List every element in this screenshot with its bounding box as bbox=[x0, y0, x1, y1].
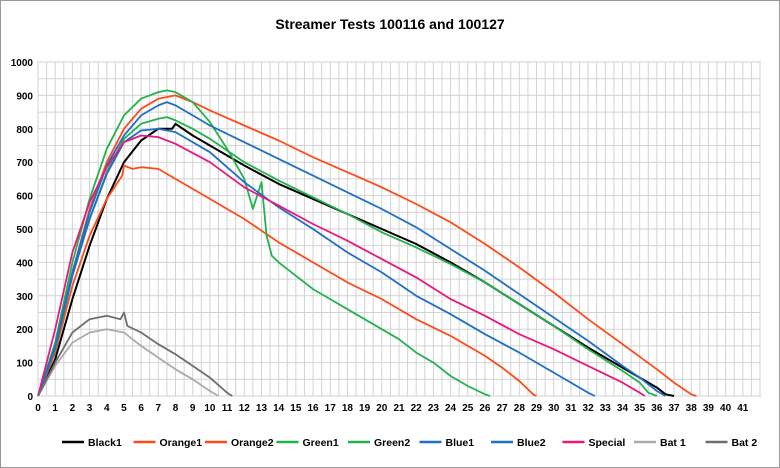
y-tick-label: 400 bbox=[16, 258, 33, 269]
x-tick-label: 6 bbox=[138, 403, 144, 414]
x-tick-label: 2 bbox=[70, 403, 76, 414]
x-tick-label: 5 bbox=[121, 403, 127, 414]
series-line-blue1 bbox=[37, 101, 666, 397]
x-tick-label: 19 bbox=[359, 403, 371, 414]
x-tick-label: 22 bbox=[411, 403, 423, 414]
x-tick-label: 28 bbox=[514, 403, 526, 414]
chart-title: Streamer Tests 100116 and 100127 bbox=[275, 16, 505, 32]
y-tick-label: 1000 bbox=[11, 58, 34, 69]
x-tick-label: 38 bbox=[686, 403, 698, 414]
series-line-black1 bbox=[37, 122, 675, 397]
x-tick-label: 40 bbox=[720, 403, 732, 414]
x-tick-label: 17 bbox=[325, 403, 337, 414]
x-tick-label: 10 bbox=[204, 403, 216, 414]
x-tick-label: 21 bbox=[393, 403, 405, 414]
x-tick-label: 13 bbox=[256, 403, 268, 414]
series-line-blue2 bbox=[37, 127, 596, 397]
series-line-bat-2 bbox=[37, 311, 233, 397]
x-tick-label: 23 bbox=[428, 403, 440, 414]
grid-lines bbox=[37, 61, 761, 397]
series-line-orange1 bbox=[37, 94, 697, 397]
x-tick-label: 14 bbox=[273, 403, 285, 414]
x-axis-ticks: 0 1 2 3 4 5 6 7 8 9 10 11 12 13 14 15 16 17 18 19 20 21 22 23 24… bbox=[35, 403, 749, 414]
x-tick-label: 15 bbox=[290, 403, 302, 414]
y-axis-ticks: 0 100 200 300 400 500 600 700 800 900 1000 bbox=[11, 58, 34, 403]
y-tick-label: 700 bbox=[16, 158, 33, 169]
series-lines bbox=[37, 89, 697, 397]
y-tick-label: 600 bbox=[16, 192, 33, 203]
x-tick-label: 36 bbox=[651, 403, 663, 414]
y-tick-label: 900 bbox=[16, 91, 33, 102]
x-tick-label: 39 bbox=[703, 403, 715, 414]
x-tick-label: 35 bbox=[634, 403, 646, 414]
legend-label-green2: Green2 bbox=[374, 437, 410, 449]
x-tick-label: 32 bbox=[583, 403, 595, 414]
x-tick-label: 11 bbox=[222, 403, 233, 414]
legend-label-black1: Black1 bbox=[88, 437, 122, 449]
x-tick-label: 16 bbox=[307, 403, 319, 414]
x-tick-label: 31 bbox=[565, 403, 577, 414]
legend-label-special: Special bbox=[589, 437, 626, 449]
series-line-bat-1 bbox=[37, 328, 219, 397]
x-tick-label: 30 bbox=[548, 403, 560, 414]
legend-label-green1: Green1 bbox=[303, 437, 339, 449]
x-tick-label: 29 bbox=[531, 403, 543, 414]
x-tick-label: 25 bbox=[462, 403, 474, 414]
x-tick-label: 7 bbox=[156, 403, 162, 414]
series-line-orange2 bbox=[37, 164, 537, 397]
x-tick-label: 37 bbox=[668, 403, 680, 414]
x-tick-label: 18 bbox=[342, 403, 354, 414]
y-tick-label: 0 bbox=[27, 392, 33, 403]
y-tick-label: 300 bbox=[16, 292, 33, 303]
x-tick-label: 33 bbox=[600, 403, 612, 414]
legend-label-blue1: Blue1 bbox=[446, 437, 475, 449]
legend-label-bat-2: Bat 2 bbox=[732, 437, 758, 449]
y-tick-label: 800 bbox=[16, 125, 33, 136]
x-tick-label: 41 bbox=[737, 403, 749, 414]
legend: Black1 Orange1 Orange2 Green1 Green2 Blue1 Blu… bbox=[62, 437, 757, 449]
x-tick-label: 1 bbox=[52, 403, 58, 414]
x-tick-label: 34 bbox=[617, 403, 629, 414]
x-tick-label: 0 bbox=[35, 403, 41, 414]
series-line-green2 bbox=[37, 89, 491, 397]
x-tick-label: 26 bbox=[479, 403, 491, 414]
x-tick-label: 3 bbox=[87, 403, 93, 414]
x-tick-label: 24 bbox=[445, 403, 457, 414]
legend-label-bat-1: Bat 1 bbox=[660, 437, 686, 449]
x-tick-label: 27 bbox=[497, 403, 509, 414]
x-tick-label: 4 bbox=[104, 403, 110, 414]
legend-label-orange1: Orange1 bbox=[160, 437, 203, 449]
x-tick-label: 9 bbox=[190, 403, 196, 414]
legend-label-blue2: Blue2 bbox=[517, 437, 546, 449]
y-tick-label: 200 bbox=[16, 325, 33, 336]
series-line-special bbox=[37, 134, 646, 397]
x-tick-label: 20 bbox=[376, 403, 388, 414]
series-line-green1 bbox=[37, 116, 658, 397]
y-tick-label: 100 bbox=[16, 359, 33, 370]
x-tick-label: 12 bbox=[239, 403, 251, 414]
x-tick-label: 8 bbox=[173, 403, 179, 414]
legend-label-orange2: Orange2 bbox=[231, 437, 274, 449]
y-tick-label: 500 bbox=[16, 225, 33, 236]
